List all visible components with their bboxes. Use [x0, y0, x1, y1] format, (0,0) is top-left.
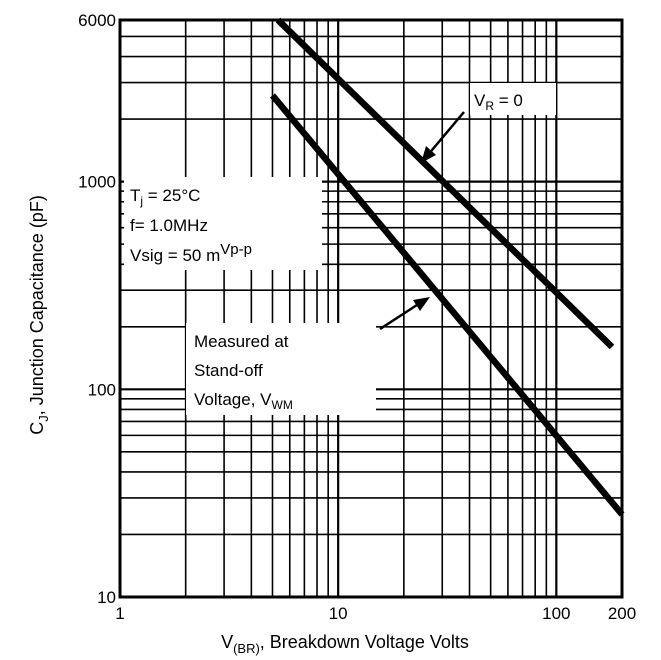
x-tick-label: 10	[329, 604, 348, 623]
conditions-line-1: Tj = 25°C	[130, 186, 200, 208]
series-line-1	[275, 17, 615, 350]
vr0-label: VR = 0	[474, 91, 523, 113]
measured-arrowhead	[413, 297, 430, 311]
vr0-arrow	[426, 111, 465, 157]
y-axis-label: CJ, Junction Capacitance (pF)	[27, 195, 51, 435]
series-line-2	[270, 93, 625, 517]
x-tick-label: 100	[542, 604, 570, 623]
x-tick-label: 200	[608, 604, 636, 623]
y-tick-label: 1000	[78, 173, 116, 192]
y-tick-label: 10	[97, 588, 116, 607]
vr0-arrowhead	[421, 146, 436, 163]
measured-line-1: Measured at	[194, 332, 289, 351]
y-tick-label: 100	[88, 380, 116, 399]
x-tick-label: 1	[115, 604, 124, 623]
vr0-label-box	[470, 83, 556, 115]
y-tick-label: 6000	[78, 11, 116, 30]
series-group	[270, 17, 625, 517]
measured-arrow	[379, 301, 421, 331]
conditions-box	[124, 177, 322, 270]
plot-frame	[118, 18, 624, 599]
conditions-line-2: f= 1.0MHz	[130, 216, 208, 235]
x-axis-label: V(BR), Breakdown Voltage Volts	[221, 632, 469, 656]
measured-box	[186, 323, 376, 415]
measured-line-3: Voltage, VWM	[194, 390, 293, 412]
conditions-line-3: Vsig = 50 mVp-p	[130, 241, 252, 265]
measured-line-2: Stand-off	[194, 361, 263, 380]
